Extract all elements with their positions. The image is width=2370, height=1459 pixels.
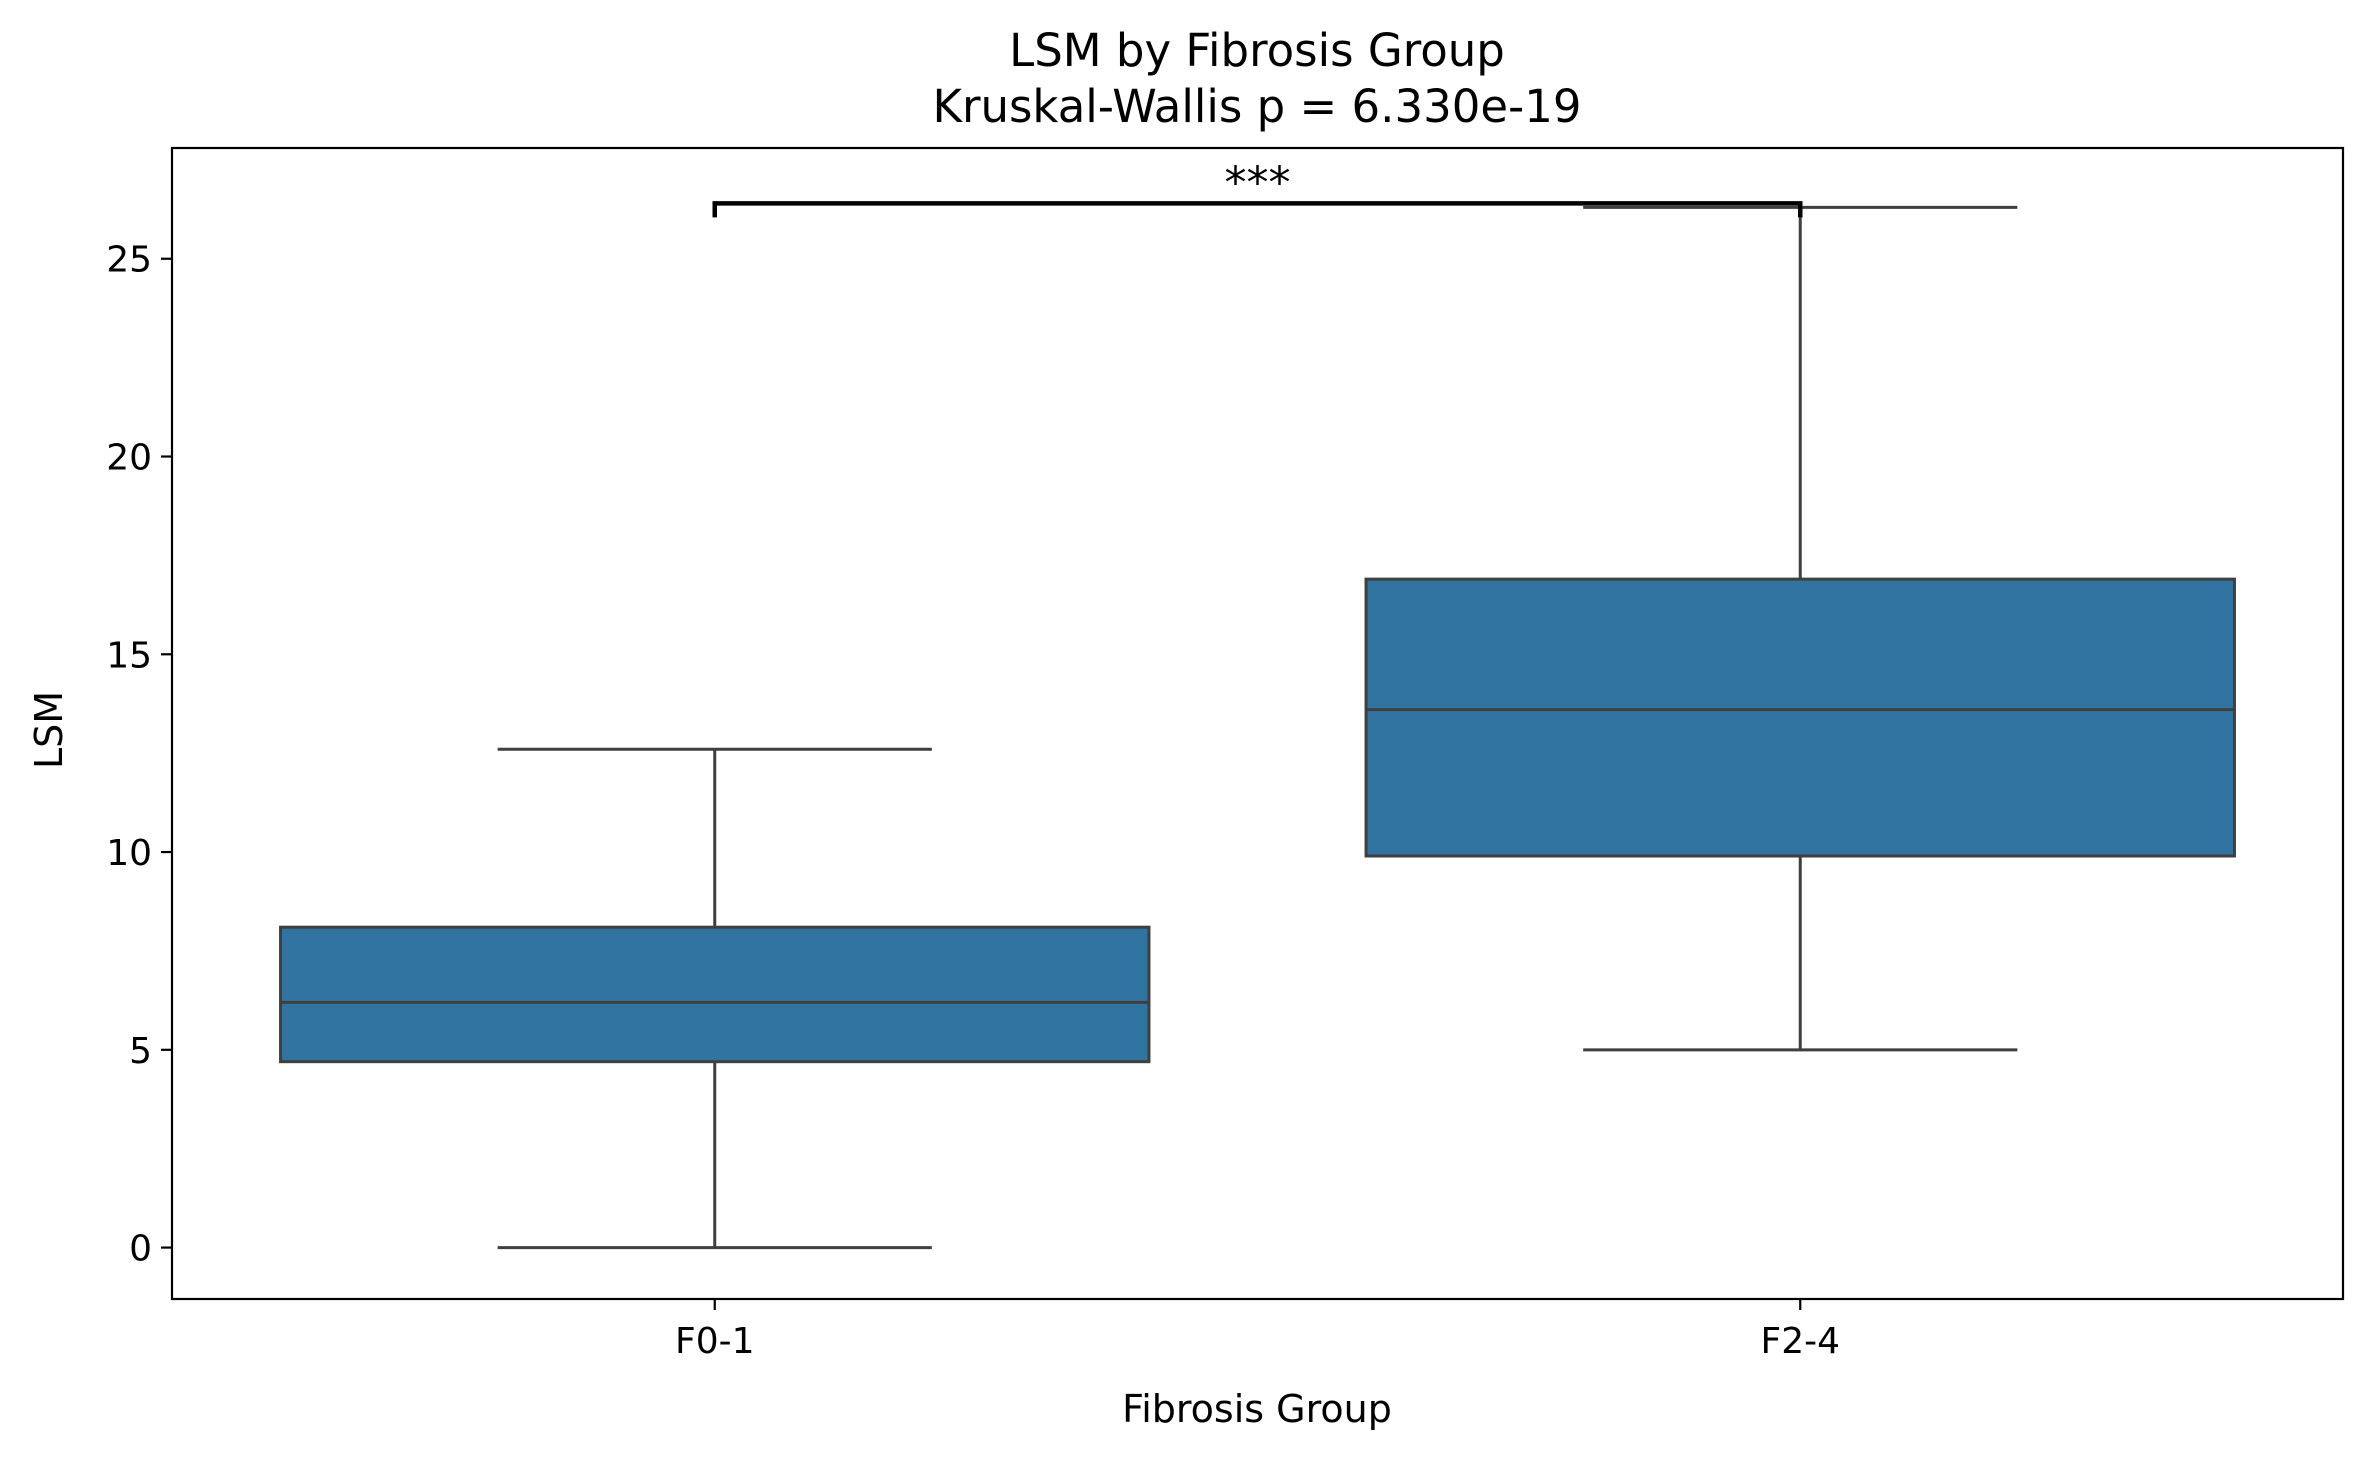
box-F2-4 xyxy=(1364,205,2236,1052)
y-tick-label: 15 xyxy=(106,635,152,676)
chart-subtitle: Kruskal-Wallis p = 6.330e-19 xyxy=(932,80,1581,133)
y-tick-label: 5 xyxy=(129,1031,152,1072)
y-tick-label: 10 xyxy=(106,833,152,874)
y-tick-label: 20 xyxy=(106,438,152,479)
y-tick-label: 25 xyxy=(106,240,152,281)
plot-area: 0 5 10 15 20 25 F0-1 F2-4 *** xyxy=(106,146,2345,1362)
significance-bracket xyxy=(712,201,1803,218)
chart-title: LSM by Fibrosis Group xyxy=(1009,24,1505,77)
x-tick-label: F2-4 xyxy=(1760,1321,1840,1362)
box-F0-1 xyxy=(279,747,1151,1250)
y-axis-label: LSM xyxy=(27,691,71,769)
x-axis-label: Fibrosis Group xyxy=(1122,1387,1392,1431)
x-tick-label: F0-1 xyxy=(675,1321,755,1362)
y-tick-label: 0 xyxy=(129,1229,152,1270)
significance-label: *** xyxy=(1225,157,1291,208)
axes-frame xyxy=(170,146,2345,1301)
iqr-box xyxy=(279,925,1151,1064)
iqr-box xyxy=(1364,577,2236,858)
